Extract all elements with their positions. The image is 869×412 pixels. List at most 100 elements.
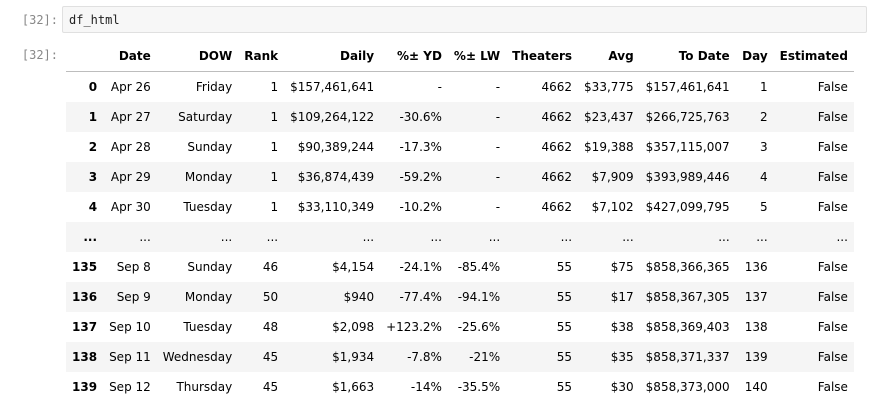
table-cell: False [817, 110, 848, 124]
table-cell: 4 [760, 170, 768, 184]
table-cell: 45 [262, 350, 279, 364]
table-cell: -77.4% [399, 290, 442, 304]
table-cell: Sep 8 [116, 260, 151, 274]
table-cell: 4662 [541, 170, 573, 184]
table-cell: Sep 11 [109, 350, 151, 364]
row-index: 2 [88, 140, 98, 154]
table-cell: 55 [556, 320, 573, 334]
table-cell: $17 [610, 290, 634, 304]
table-cell: -35.5% [457, 380, 501, 394]
table-cell: -59.2% [399, 170, 442, 184]
table-cell: -85.4% [457, 260, 501, 274]
table-cell: $90,389,244 [297, 140, 375, 154]
table-cell: $1,663 [332, 380, 375, 394]
row-index: 138 [72, 350, 98, 364]
table-cell: 55 [556, 350, 573, 364]
row-index: 136 [72, 290, 98, 304]
table-cell: 1 [270, 110, 279, 124]
column-header: Daily [284, 40, 381, 72]
header-row: Date DOW Rank Daily %± YD %± LW Theaters Avg To … [66, 40, 854, 72]
table-cell: ... [430, 230, 442, 244]
column-header: Avg [578, 40, 640, 72]
table-cell: 1 [270, 140, 279, 154]
table-row: .................................... [66, 222, 854, 252]
table-cell: 136 [744, 260, 768, 274]
column-header: To Date [639, 40, 736, 72]
table-cell: -24.1% [399, 260, 442, 274]
table-cell: 1 [270, 170, 279, 184]
column-header: Day [735, 40, 774, 72]
table-cell: -7.8% [407, 350, 442, 364]
table-cell: $23,437 [584, 110, 634, 124]
table-cell: $30 [610, 380, 634, 394]
table-row: 4 Apr 30 Tuesday 1 $33,110,349 -10.2% - 4662 $7,… [66, 192, 854, 222]
table-cell: 46 [262, 260, 279, 274]
table-cell: - [495, 170, 501, 184]
table-cell: ... [266, 230, 279, 244]
dataframe: Date DOW Rank Daily %± YD %± LW Theaters Avg To … [66, 40, 854, 402]
table-cell: $858,366,365 [645, 260, 730, 274]
row-index: 135 [72, 260, 98, 274]
table-cell: Wednesday [162, 350, 233, 364]
table-cell: 55 [556, 290, 573, 304]
row-index: 139 [72, 380, 98, 394]
input-prompt: [32]: [21, 13, 58, 27]
table-cell: ... [139, 230, 151, 244]
table-cell: 138 [744, 320, 768, 334]
table-cell: $7,102 [591, 200, 634, 214]
table-cell: Apr 29 [110, 170, 151, 184]
table-cell: $4,154 [332, 260, 375, 274]
table-cell: $157,461,641 [645, 80, 730, 94]
table-cell: Sunday [187, 140, 233, 154]
table-cell: False [817, 200, 848, 214]
table-cell: False [817, 80, 848, 94]
table-cell: ... [836, 230, 848, 244]
table-cell: -10.2% [399, 200, 442, 214]
table-cell: False [817, 290, 848, 304]
table-row: 1 Apr 27 Saturday 1 $109,264,122 -30.6% - 4662 $… [66, 102, 854, 132]
table-cell: -30.6% [399, 110, 442, 124]
table-cell: $35 [610, 350, 634, 364]
table-cell: -17.3% [399, 140, 442, 154]
table-cell: Monday [184, 290, 233, 304]
table-cell: Apr 28 [110, 140, 151, 154]
code-cell[interactable]: df_html [62, 6, 867, 33]
table-cell: ... [220, 230, 233, 244]
table-cell: -94.1% [457, 290, 501, 304]
row-index: 1 [88, 110, 98, 124]
row-index: 4 [88, 200, 98, 214]
table-cell: 1 [270, 200, 279, 214]
table-row: 135 Sep 8 Sunday 46 $4,154 -24.1% -85.4% 55 $75 $… [66, 252, 854, 282]
table-cell: $858,367,305 [645, 290, 730, 304]
table-cell: $7,909 [591, 170, 634, 184]
table-cell: 48 [262, 320, 279, 334]
table-row: 136 Sep 9 Monday 50 $940 -77.4% -94.1% 55 $17 $85… [66, 282, 854, 312]
table-cell: 1 [270, 80, 279, 94]
table-cell: 4662 [541, 200, 573, 214]
table-cell: Monday [184, 170, 233, 184]
index-header [66, 40, 104, 72]
table-row: 137 Sep 10 Tuesday 48 $2,098 +123.2% -25.6% 55 $… [66, 312, 854, 342]
table-cell: $109,264,122 [290, 110, 375, 124]
table-cell: Sunday [187, 260, 233, 274]
table-cell: 45 [262, 380, 279, 394]
table-cell: $157,461,641 [290, 80, 375, 94]
table-cell: $38 [610, 320, 634, 334]
table-cell: $858,373,000 [645, 380, 730, 394]
table-cell: $858,371,337 [645, 350, 730, 364]
table-cell: ... [622, 230, 634, 244]
column-header: Date [103, 40, 157, 72]
output-prompt: [32]: [21, 48, 58, 62]
table-cell: False [817, 260, 848, 274]
table-row: 139 Sep 12 Thursday 45 $1,663 -14% -35.5% 55 $30… [66, 372, 854, 402]
table-cell: 5 [760, 200, 768, 214]
table-cell: 3 [760, 140, 768, 154]
table-cell: Apr 26 [110, 80, 151, 94]
row-index: 0 [88, 80, 98, 94]
column-header: Theaters [506, 40, 579, 72]
row-index: ... [83, 230, 98, 244]
table-cell: Tuesday [183, 200, 233, 214]
table-cell: Tuesday [183, 320, 233, 334]
table-cell: $19,388 [584, 140, 634, 154]
table-cell: 2 [760, 110, 768, 124]
